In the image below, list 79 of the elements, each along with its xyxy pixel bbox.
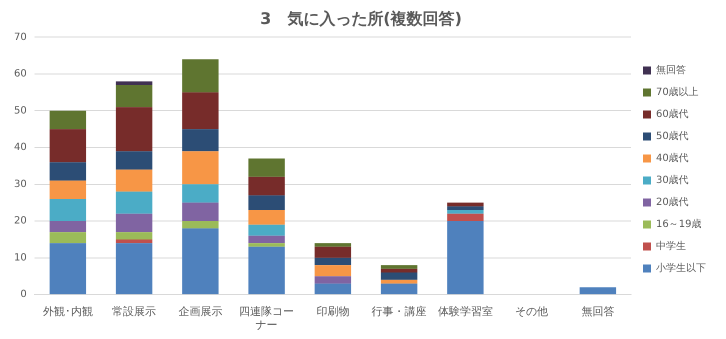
bar <box>182 202 219 222</box>
x-tick-label: 外観･内観 <box>42 305 93 318</box>
bar <box>182 151 219 184</box>
bar <box>182 129 219 152</box>
bar <box>116 85 152 108</box>
chart-title: 3 気に入った所(複数回答) <box>260 8 462 28</box>
y-tick-label: 70 <box>14 32 27 43</box>
bar <box>248 243 285 247</box>
x-tick-label: 常設展示 <box>112 305 156 318</box>
y-tick-label: 50 <box>14 105 27 116</box>
bar <box>248 246 285 294</box>
bar <box>182 184 219 203</box>
bar <box>380 280 418 284</box>
bar <box>116 170 152 192</box>
bar <box>314 284 352 294</box>
y-tick-label: 30 <box>14 178 27 190</box>
bar <box>314 258 352 266</box>
bar <box>380 265 418 269</box>
bar <box>116 192 152 214</box>
legend-label: 30歳代 <box>656 174 689 186</box>
bar <box>380 272 418 280</box>
legend-label: 70歳以上 <box>656 86 699 98</box>
bar <box>380 268 418 273</box>
bar <box>50 110 86 130</box>
x-tick-label: 行事・講座 <box>372 305 427 318</box>
bar <box>447 221 484 294</box>
legend-label: 16～19歳 <box>656 218 702 230</box>
x-tick-label: その他 <box>515 305 548 318</box>
bar <box>50 162 86 181</box>
bar <box>116 107 152 152</box>
legend-label: 40歳代 <box>656 152 689 164</box>
bar <box>50 232 86 244</box>
y-tick-label: 0 <box>20 289 27 300</box>
bar <box>447 214 484 222</box>
x-tick-label: 四連隊コーナー <box>239 305 294 332</box>
legend-label: 60歳代 <box>656 108 689 120</box>
bar <box>380 284 418 294</box>
bar <box>116 151 152 170</box>
bar <box>248 176 285 196</box>
legend-label: 無回答 <box>656 64 686 76</box>
bar <box>447 210 484 214</box>
bar <box>116 232 152 240</box>
bar <box>447 206 484 210</box>
y-tick-label: 20 <box>14 216 27 227</box>
bar <box>314 246 352 258</box>
bar <box>248 158 285 177</box>
bar <box>50 129 86 162</box>
x-tick-label: 印刷物 <box>316 305 350 318</box>
bar <box>580 287 616 294</box>
bar <box>182 59 219 92</box>
legend-label: 中学生 <box>656 240 686 252</box>
x-tick-label: 企画展示 <box>178 305 222 318</box>
bar <box>314 276 352 284</box>
y-tick-label: 10 <box>14 252 27 264</box>
legend-label: 50歳代 <box>656 130 689 142</box>
y-tick-label: 60 <box>14 68 27 80</box>
x-tick-label: 体験学習室 <box>438 305 493 318</box>
bar <box>116 81 152 86</box>
legend-label: 小学生以下 <box>656 262 706 274</box>
x-tick-label: 無回答 <box>581 305 614 318</box>
bar <box>248 224 285 236</box>
y-tick-label: 40 <box>14 142 27 154</box>
bar <box>314 265 352 276</box>
bar <box>116 243 152 294</box>
bar <box>182 221 219 228</box>
bar <box>182 228 219 294</box>
bar <box>116 239 152 244</box>
legend-label: 20歳代 <box>656 196 689 208</box>
bar <box>248 236 285 244</box>
bar <box>50 243 86 294</box>
bar <box>314 243 352 247</box>
bar <box>50 198 86 222</box>
bar <box>182 92 219 130</box>
bar <box>50 180 86 199</box>
bar <box>248 195 285 210</box>
bar <box>447 202 484 206</box>
bar <box>116 214 152 232</box>
bar <box>248 210 285 225</box>
bar <box>50 221 86 232</box>
